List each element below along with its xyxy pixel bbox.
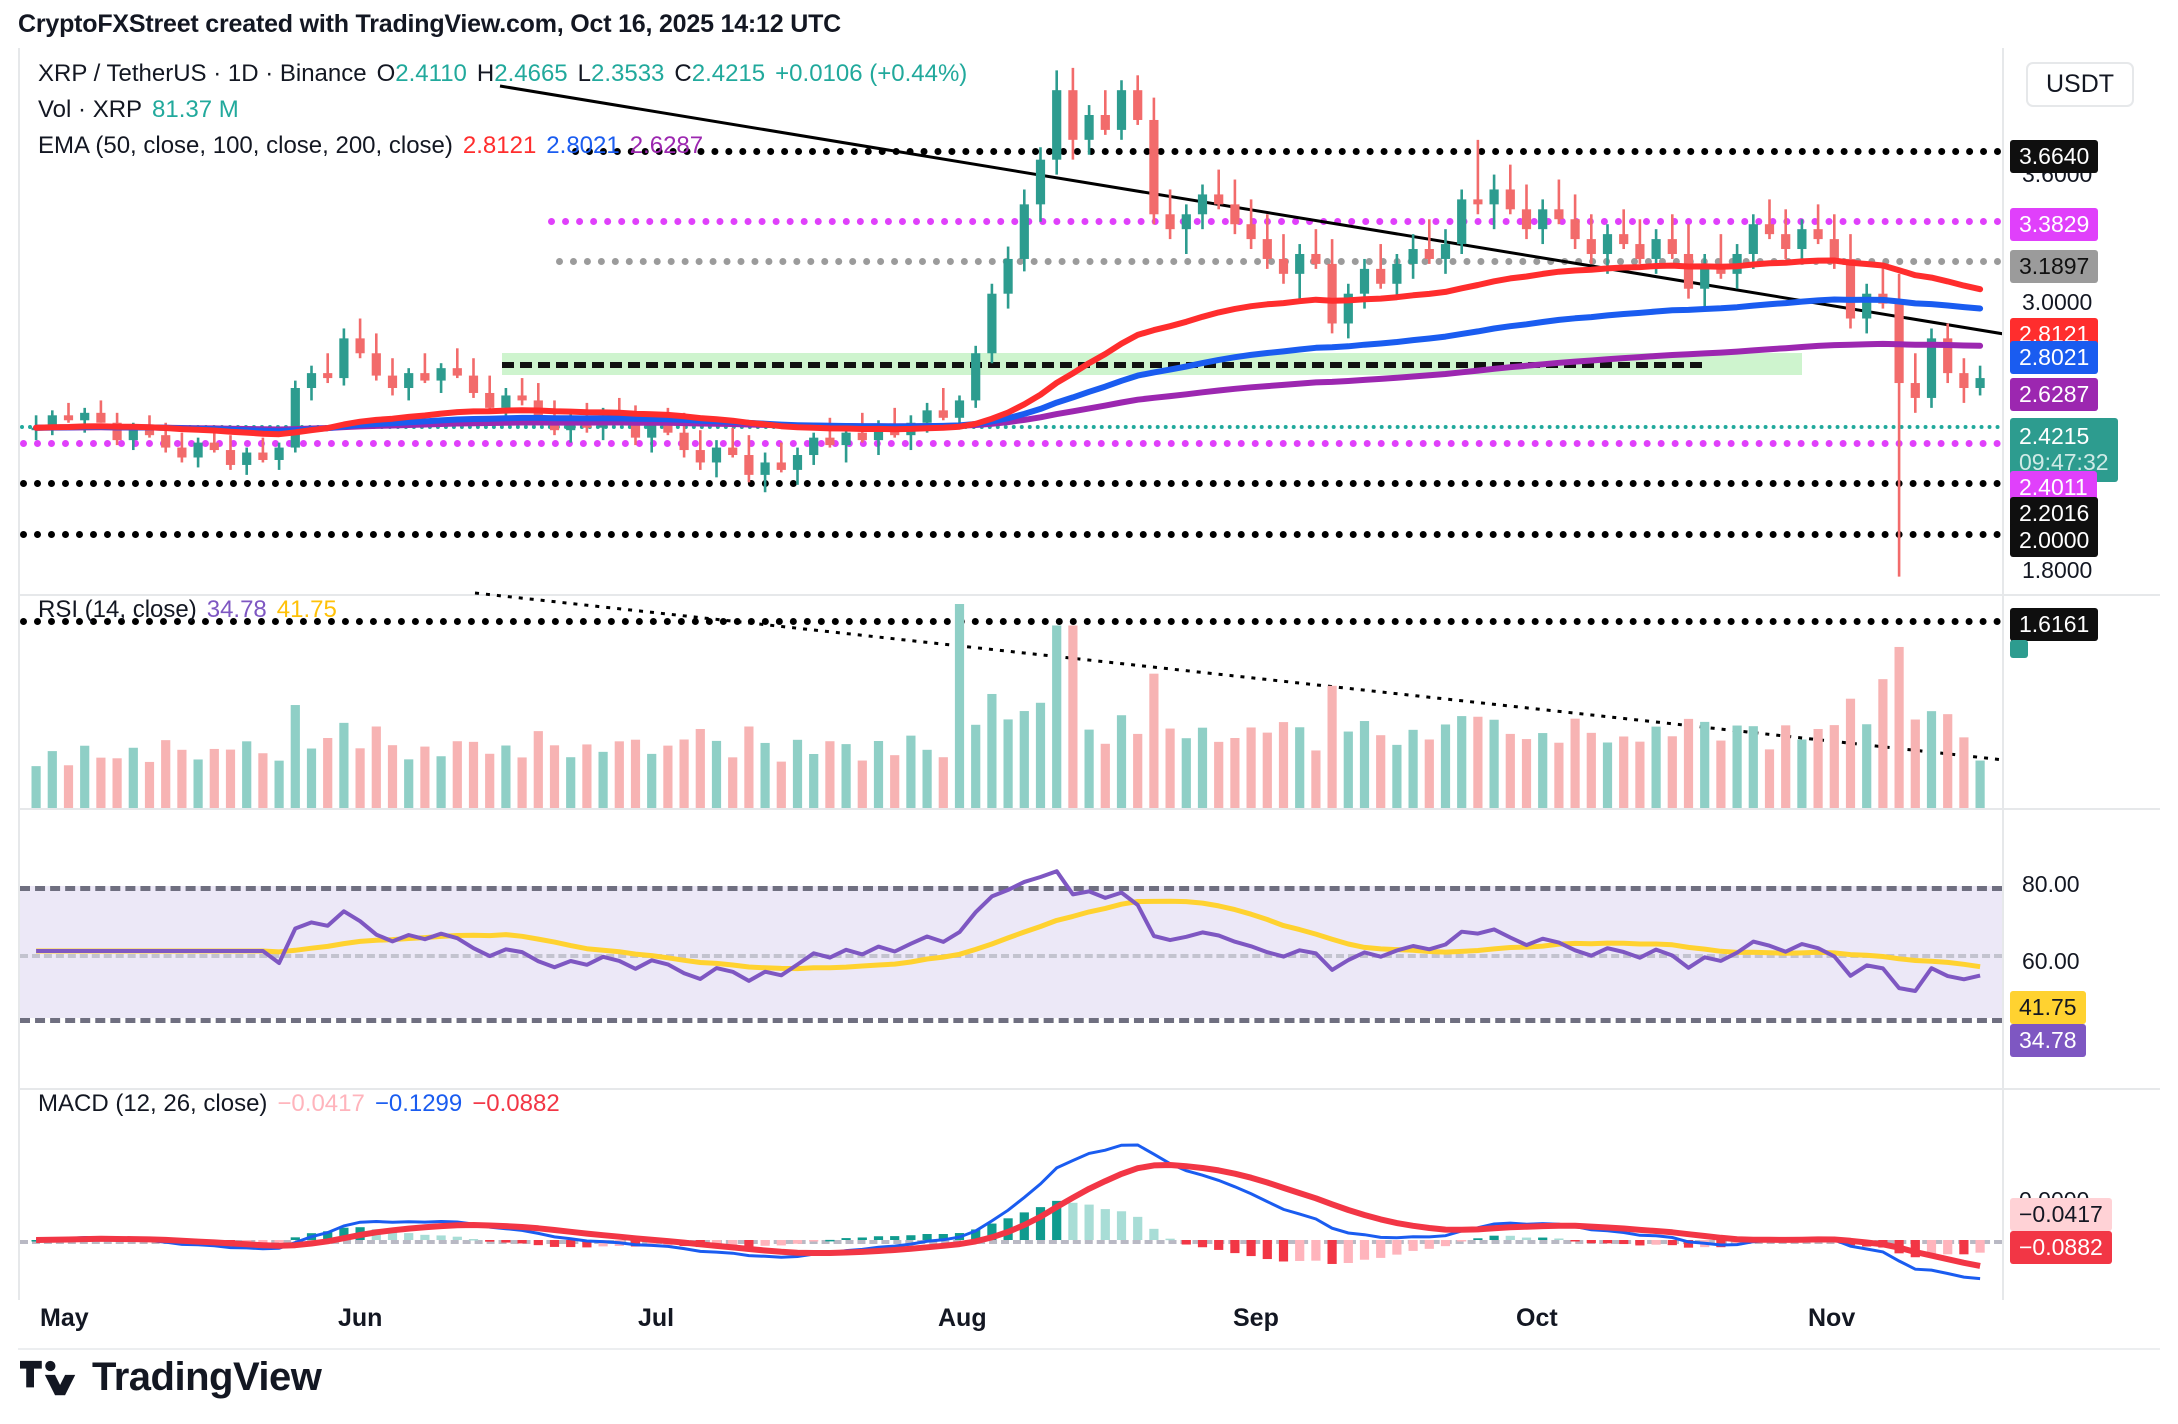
tradingview-logo-icon	[20, 1360, 76, 1395]
candlestick-series[interactable]	[20, 48, 2002, 594]
level-line-2-2016	[20, 480, 2002, 487]
level-line-2-4011	[20, 440, 2002, 447]
macd-legend-label[interactable]: MACD (12, 26, close)	[38, 1090, 268, 1117]
tradingview-footer[interactable]: TradingView	[20, 1355, 322, 1400]
time-label-oct: Oct	[1516, 1304, 1558, 1332]
rsi-series[interactable]	[20, 808, 2002, 1088]
change-value: +0.0106 (+0.44%)	[775, 60, 968, 87]
price-pill-2-0000: 2.0000	[2010, 524, 2099, 558]
macd-signal-pill: −0.0882	[2010, 1231, 2112, 1265]
last-price-value: 2.4215	[2019, 423, 2090, 449]
low-value: 2.3533	[591, 60, 665, 87]
volume-legend-row: Vol · XRP 81.37 M	[38, 96, 967, 124]
time-label-sep: Sep	[1233, 1304, 1279, 1332]
currency-badge[interactable]: USDT	[2026, 62, 2135, 107]
rsi-zone-band	[20, 886, 2002, 1018]
rsi-value-pill: 34.78	[2010, 1024, 2086, 1058]
close-value: 2.4215	[691, 60, 766, 87]
axis-tick-3-0000: 3.0000	[2022, 289, 2093, 315]
price-axis[interactable]: USDT 3.6000 3.0000 1.8000 3.6640 3.3829 …	[2002, 48, 2160, 1300]
level-line-2-4215	[20, 425, 2002, 429]
rsi-legend-value: 34.78	[206, 596, 267, 623]
volume-value-pill	[2010, 640, 2028, 658]
time-label-jul: Jul	[638, 1304, 675, 1332]
macd-hist-legend-value: −0.0417	[277, 1090, 365, 1117]
high-value: 2.4665	[494, 60, 568, 87]
rsi-legend[interactable]: RSI (14, close) 34.78 41.75	[38, 596, 337, 624]
rsi-midline	[20, 954, 2002, 958]
macd-line-legend-value: −0.1299	[374, 1090, 463, 1117]
macd-series[interactable]	[20, 1088, 2002, 1300]
ema-label[interactable]: EMA (50, close, 100, close, 200, close)	[38, 132, 453, 159]
volume-label: Vol · XRP	[38, 96, 143, 123]
symbol-label[interactable]: XRP / TetherUS · 1D · Binance	[38, 60, 367, 87]
close-label: C	[674, 60, 692, 87]
rsi-oversold-line	[20, 1018, 2002, 1023]
level-line-2-6287	[502, 362, 1702, 368]
volume-series[interactable]	[20, 594, 2002, 808]
low-label: L	[577, 60, 591, 87]
macd-zero-line	[20, 1240, 2002, 1244]
chart-frame: USDT 3.6000 3.0000 1.8000 3.6640 3.3829 …	[18, 48, 2160, 1300]
price-pill-3-3829: 3.3829	[2010, 208, 2099, 242]
attribution-text: CryptoFXStreet created with TradingView.…	[18, 10, 841, 38]
rsi-ma-legend-value: 41.75	[276, 596, 337, 623]
open-label: O	[376, 60, 396, 87]
open-value: 2.4110	[395, 60, 467, 87]
ema200-legend-value: 2.6287	[629, 132, 704, 159]
rsi-axis-tick-80: 80.00	[2022, 871, 2080, 897]
rsi-legend-label[interactable]: RSI (14, close)	[38, 596, 197, 623]
ema100-legend-value: 2.8021	[546, 132, 620, 159]
price-legend[interactable]: XRP / TetherUS · 1D · Binance O2.4110 H2.4…	[38, 60, 967, 168]
price-pill-3-1897: 3.1897	[2010, 250, 2099, 284]
time-label-nov: Nov	[1808, 1304, 1856, 1332]
macd-legend[interactable]: MACD (12, 26, close) −0.0417 −0.1299 −0.088…	[38, 1090, 560, 1118]
level-line-2-0000	[20, 531, 2002, 538]
time-label-jun: Jun	[338, 1304, 383, 1332]
macd-hist-pill: −0.0417	[2010, 1198, 2112, 1232]
price-pill-ema200: 2.6287	[2010, 378, 2099, 412]
plot-area[interactable]	[20, 48, 2002, 1300]
price-pill-ema100: 2.8021	[2010, 341, 2099, 375]
ema50-legend-value: 2.8121	[462, 132, 537, 159]
price-pill-3-6640: 3.6640	[2010, 140, 2099, 174]
pane-separator-macd	[20, 1088, 2160, 1090]
pane-separator-rsi	[20, 808, 2160, 810]
time-axis[interactable]: May Jun Jul Aug Sep Oct Nov	[18, 1300, 2160, 1350]
time-label-aug: Aug	[938, 1304, 987, 1332]
tradingview-wordmark: TradingView	[92, 1355, 322, 1399]
volume-value: 81.37 M	[152, 96, 239, 123]
high-label: H	[476, 60, 495, 87]
macd-signal-legend-value: −0.0882	[472, 1090, 560, 1117]
time-label-may: May	[40, 1304, 89, 1332]
ema-legend-row: EMA (50, close, 100, close, 200, close) 2…	[38, 132, 967, 160]
rsi-axis-tick-60: 60.00	[2022, 948, 2080, 974]
rsi-ma-pill: 41.75	[2010, 991, 2086, 1025]
axis-tick-1-8000: 1.8000	[2022, 557, 2093, 583]
price-pill-1-6161: 1.6161	[2010, 608, 2099, 642]
symbol-legend-row: XRP / TetherUS · 1D · Binance O2.4110 H2.4…	[38, 60, 967, 88]
